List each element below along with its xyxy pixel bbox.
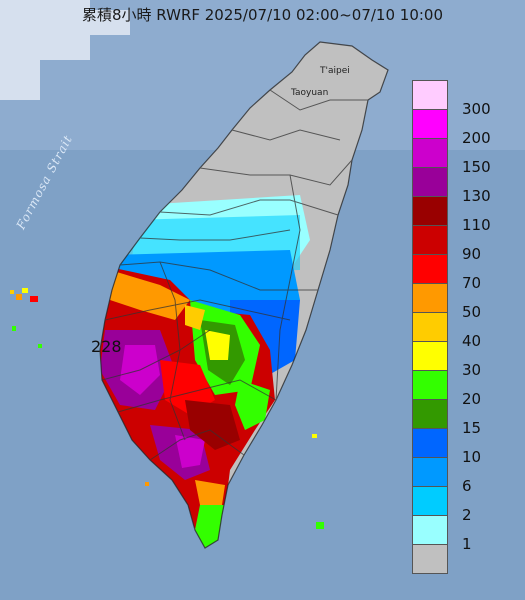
- legend-label: 300: [462, 100, 491, 118]
- legend-swatch: [412, 196, 448, 225]
- county-boundaries: [99, 41, 389, 549]
- legend-label: 90: [462, 245, 482, 263]
- legend-swatch: [412, 428, 448, 457]
- legend-label: 200: [462, 129, 491, 147]
- legend-swatch: [412, 399, 448, 428]
- legend-swatch: [412, 370, 448, 399]
- legend-swatch: [412, 457, 448, 486]
- legend-label: 20: [462, 390, 482, 408]
- legend-label: 15: [462, 419, 482, 437]
- legend-label: 130: [462, 187, 491, 205]
- city-label-taoyuan: Taoyuan: [291, 88, 329, 98]
- legend-swatch: [412, 109, 448, 138]
- legend-swatch: [412, 341, 448, 370]
- legend-swatch: [412, 486, 448, 515]
- legend-swatch: [412, 225, 448, 254]
- legend-swatch: [412, 515, 448, 544]
- legend-swatch: [412, 167, 448, 196]
- legend-swatch: [412, 80, 448, 109]
- legend-label: 50: [462, 303, 482, 321]
- legend-swatch: [412, 138, 448, 167]
- legend-label: 40: [462, 332, 482, 350]
- offshore-echoes: [10, 288, 324, 529]
- legend-swatch: [412, 312, 448, 341]
- legend-label: 6: [462, 477, 472, 495]
- legend-label: 1: [462, 535, 472, 553]
- map-title: 累積8小時 RWRF 2025/07/10 02:00~07/10 10:00: [81, 6, 444, 24]
- legend-label: 70: [462, 274, 482, 292]
- cloud-speckles: [0, 0, 130, 100]
- legend-label: 10: [462, 448, 482, 466]
- legend-label: 30: [462, 361, 482, 379]
- legend-label: 150: [462, 158, 491, 176]
- legend-swatch: [412, 283, 448, 312]
- max-value-marker: 228: [91, 337, 122, 356]
- color-legend: [412, 80, 448, 574]
- legend-label: 110: [462, 216, 491, 234]
- legend-swatch: [412, 254, 448, 283]
- city-label-taipei: T'aipei: [320, 66, 350, 76]
- legend-label: 2: [462, 506, 472, 524]
- legend-swatch: [412, 544, 448, 574]
